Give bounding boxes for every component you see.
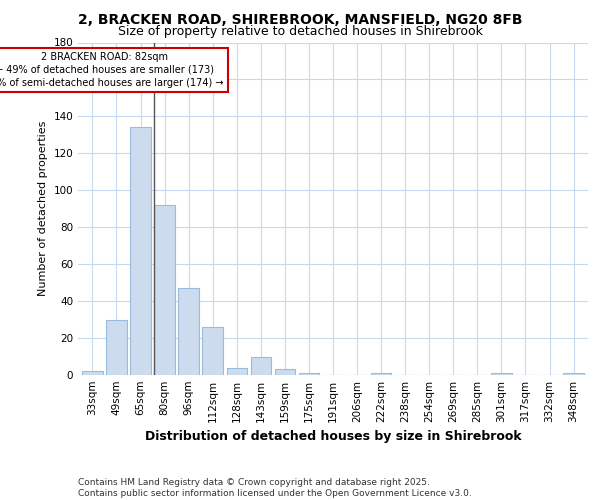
Bar (371, 373, 391, 375)
Text: 2 BRACKEN ROAD: 82sqm
← 49% of detached houses are smaller (173)
49% of semi-det: 2 BRACKEN ROAD: 82sqm ← 49% of detached … (0, 52, 224, 88)
Bar (82, 372, 103, 375)
Bar (491, 373, 512, 375)
Text: Contains HM Land Registry data © Crown copyright and database right 2025.
Contai: Contains HM Land Registry data © Crown c… (78, 478, 472, 498)
Text: 2, BRACKEN ROAD, SHIREBROOK, MANSFIELD, NG20 8FB: 2, BRACKEN ROAD, SHIREBROOK, MANSFIELD, … (78, 12, 522, 26)
Bar (154, 205, 175, 375)
Bar (563, 373, 584, 375)
Bar (227, 368, 247, 375)
Text: Size of property relative to detached houses in Shirebrook: Size of property relative to detached ho… (118, 25, 482, 38)
Y-axis label: Number of detached properties: Number of detached properties (38, 121, 48, 296)
Bar (251, 356, 271, 375)
Bar (299, 373, 319, 375)
Bar (202, 327, 223, 375)
X-axis label: Distribution of detached houses by size in Shirebrook: Distribution of detached houses by size … (145, 430, 521, 444)
Bar (178, 288, 199, 375)
Bar (106, 320, 127, 375)
Bar (275, 370, 295, 375)
Bar (130, 128, 151, 375)
